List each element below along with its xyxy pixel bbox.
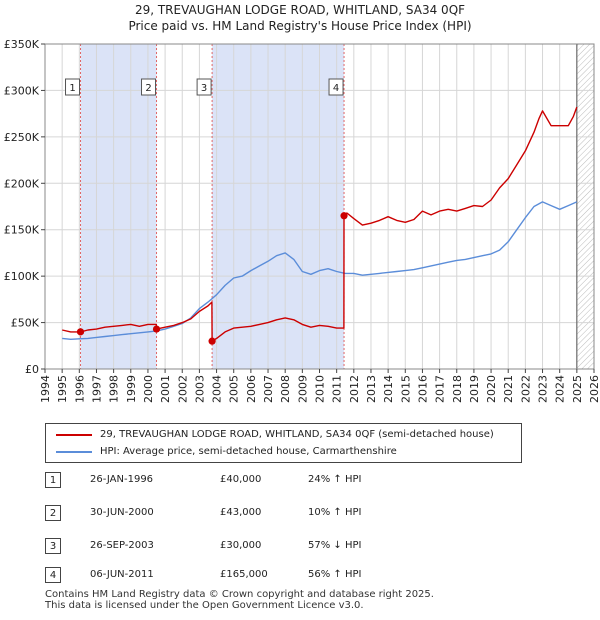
sale-label-text: 1 [69, 83, 75, 94]
sale-row: 2 30-JUN-2000 £43,000 10% ↑ HPI [45, 505, 585, 523]
x-tick-label: 2015 [399, 375, 412, 403]
x-tick-label: 2006 [245, 375, 258, 403]
legend-swatch-red [56, 434, 92, 436]
x-tick-label: 1997 [90, 375, 103, 403]
x-tick-label: 2018 [451, 375, 464, 403]
sale-date: 26-JAN-1996 [90, 474, 154, 485]
x-tick-label: 2025 [571, 375, 584, 403]
x-tick-label: 2016 [416, 375, 429, 403]
legend-label-property: 29, TREVAUGHAN LODGE ROAD, WHITLAND, SA3… [100, 429, 494, 440]
sale-point [208, 337, 216, 345]
footer-copyright: Contains HM Land Registry data © Crown c… [45, 589, 434, 600]
sale-label-box [141, 78, 157, 96]
sale-label-text: 4 [333, 83, 339, 94]
x-tick-label: 1996 [73, 375, 86, 403]
x-tick-label: 2024 [554, 375, 567, 403]
future-hatch [576, 44, 594, 369]
sale-price: £30,000 [220, 540, 262, 551]
sale-label-box [196, 78, 212, 96]
legend-label-hpi: HPI: Average price, semi-detached house,… [100, 446, 397, 457]
sale-point [340, 212, 348, 220]
x-tick-label: 2005 [228, 375, 241, 403]
sale-number-badge: 2 [45, 505, 61, 521]
x-tick-label: 2012 [348, 375, 361, 403]
sale-hpi-diff: 24% ↑ HPI [308, 474, 362, 485]
sale-date: 26-SEP-2003 [90, 540, 154, 551]
y-tick-label: £300K [4, 84, 40, 97]
sale-hpi-diff: 10% ↑ HPI [308, 507, 362, 518]
sale-number-badge: 3 [45, 538, 61, 554]
sale-label-box [65, 78, 81, 96]
x-tick-label: 2019 [468, 375, 481, 403]
x-tick-label: 2017 [434, 375, 447, 403]
sale-date: 30-JUN-2000 [90, 507, 154, 518]
chart-subtitle: Price paid vs. HM Land Registry's House … [128, 19, 472, 33]
x-tick-label: 2020 [485, 375, 498, 403]
x-tick-label: 2002 [176, 375, 189, 403]
price-chart: 1 2 3 4 £0 £50K £100K £150K £200K £250K £300K £350K… [4, 38, 600, 403]
x-tick-label: 2010 [314, 375, 327, 403]
x-tick-label: 2011 [331, 375, 344, 403]
sale-row: 1 26-JAN-1996 £40,000 24% ↑ HPI [45, 472, 585, 490]
sale-point [152, 325, 161, 333]
sale-row: 4 06-JUN-2011 £165,000 56% ↑ HPI [45, 567, 585, 585]
sale-label-box [328, 78, 344, 96]
sale-price: £43,000 [220, 507, 262, 518]
x-tick-label: 1998 [108, 375, 121, 403]
x-tick-label: 1999 [125, 375, 138, 403]
series-line-hpi [62, 201, 578, 340]
sale-price: £40,000 [220, 474, 262, 485]
sale-row: 3 26-SEP-2003 £30,000 57% ↓ HPI [45, 538, 585, 556]
x-tick-label: 2009 [296, 375, 309, 403]
footer: Contains HM Land Registry data © Crown c… [45, 589, 434, 611]
sale-label-text: 2 [145, 83, 151, 94]
sale-number-badge: 4 [45, 567, 61, 583]
legend: 29, TREVAUGHAN LODGE ROAD, WHITLAND, SA3… [45, 423, 522, 463]
x-tick-label: 2007 [262, 375, 275, 403]
x-tick-label: 2026 [588, 375, 600, 403]
x-tick-label: 2023 [537, 375, 550, 403]
sale-hpi-diff: 57% ↓ HPI [308, 540, 362, 551]
series-line-property [62, 106, 578, 342]
y-tick-label: £0 [25, 363, 39, 376]
x-tick-label: 1994 [39, 375, 52, 403]
x-tick-label: 2000 [142, 375, 155, 403]
sale-point [76, 328, 85, 336]
x-tick-label: 2013 [365, 375, 378, 403]
chart-title: 29, TREVAUGHAN LODGE ROAD, WHITLAND, SA3… [134, 3, 466, 17]
y-tick-label: £150K [4, 224, 40, 237]
y-tick-label: £350K [4, 38, 40, 51]
x-tick-label: 2001 [159, 375, 172, 403]
sale-date: 06-JUN-2011 [90, 569, 154, 580]
sale-price: £165,000 [220, 569, 268, 580]
y-tick-label: £250K [4, 131, 40, 144]
x-tick-label: 2004 [211, 375, 224, 403]
x-tick-label: 1995 [56, 375, 69, 403]
sale-number-badge: 1 [45, 472, 61, 488]
x-tick-label: 2014 [382, 375, 395, 403]
x-tick-label: 2008 [279, 375, 292, 403]
sale-hpi-diff: 56% ↑ HPI [308, 569, 362, 580]
sale-period-shade [80, 44, 157, 369]
x-tick-label: 2003 [193, 375, 206, 403]
x-tick-label: 2022 [519, 375, 532, 403]
sale-period-shade [212, 44, 345, 369]
sale-label-text: 3 [201, 83, 207, 94]
y-tick-label: £200K [4, 177, 40, 190]
legend-swatch-blue [56, 451, 92, 453]
x-tick-label: 2021 [502, 375, 515, 403]
y-tick-label: £50K [11, 317, 40, 330]
y-tick-label: £100K [4, 270, 40, 283]
footer-licence: This data is licensed under the Open Gov… [45, 600, 364, 611]
